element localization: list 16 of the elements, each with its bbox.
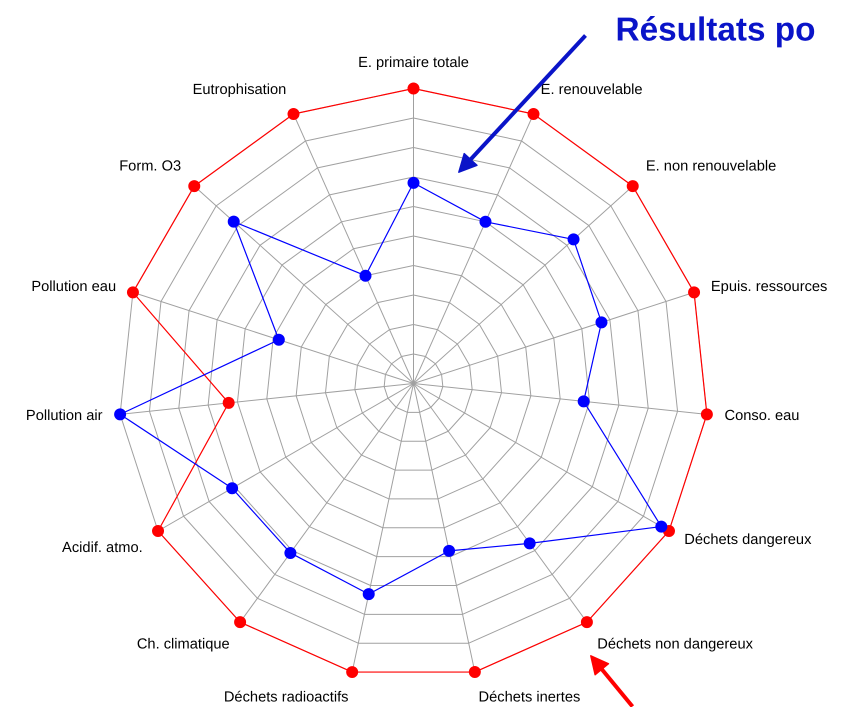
- spoke-label: Pollution air: [26, 408, 103, 424]
- spoke-label: Eutrophisation: [192, 82, 286, 98]
- spoke-label: Pollution eau: [31, 278, 116, 295]
- spoke-label: Déchets dangereux: [684, 532, 812, 548]
- spoke-label: Déchets radioactifs: [224, 689, 348, 706]
- chart-title: Résultats po: [616, 12, 816, 48]
- spoke-label: Conso. eau: [724, 408, 800, 424]
- spoke-label: Form. O3: [119, 158, 182, 174]
- spoke-label: E. renouvelable: [540, 82, 643, 98]
- spoke-label: Acidif. atmo.: [62, 540, 143, 556]
- spoke-label: Ch. climatique: [136, 636, 230, 652]
- spoke-label: E. non renouvelable: [646, 158, 776, 174]
- spoke-label: Déchets non dangereux: [597, 636, 754, 652]
- spoke-label: Déchets inertes: [478, 689, 580, 706]
- spoke-label: Epuis. ressources: [710, 278, 828, 295]
- spoke-label: E. primaire totale: [358, 54, 469, 71]
